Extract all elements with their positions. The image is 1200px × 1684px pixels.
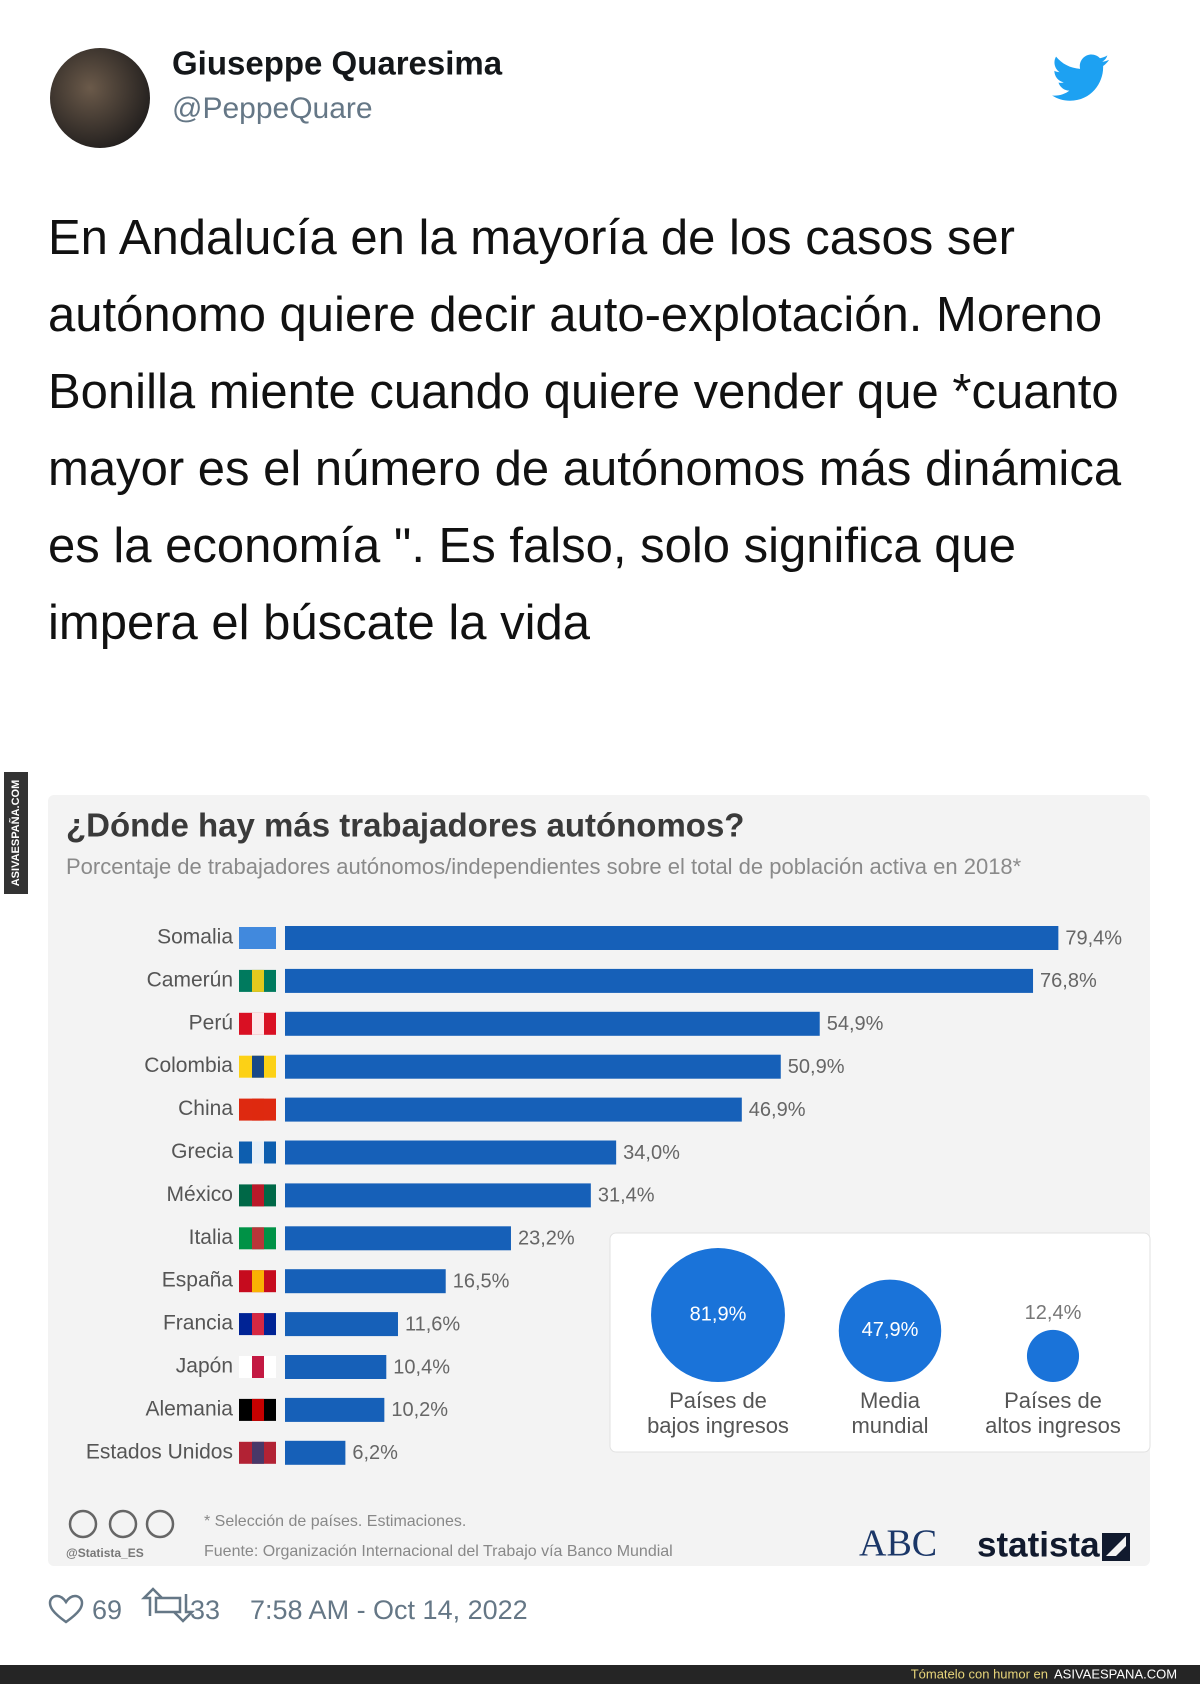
timestamp[interactable]: 7:58 AM - Oct 14, 2022 bbox=[250, 1595, 528, 1625]
chart-title: ¿Dónde hay más trabajadores autónomos? bbox=[66, 807, 744, 844]
avatar[interactable] bbox=[50, 48, 150, 148]
category-label: Estados Unidos bbox=[86, 1440, 233, 1463]
flag-stripe bbox=[252, 1184, 264, 1207]
category-label: China bbox=[178, 1097, 233, 1120]
like-icon[interactable] bbox=[48, 1594, 84, 1624]
value-label: 23,2% bbox=[518, 1228, 575, 1250]
bubble bbox=[1026, 1329, 1080, 1382]
flag-stripe bbox=[252, 1441, 264, 1464]
user-name[interactable]: Giuseppe Quaresima bbox=[172, 45, 503, 82]
value-label: 50,9% bbox=[788, 1056, 845, 1078]
bubble-label: altos ingresos bbox=[985, 1413, 1121, 1438]
bar bbox=[285, 1183, 591, 1208]
bubble-value: 12,4% bbox=[1025, 1302, 1082, 1324]
bar bbox=[285, 1011, 820, 1036]
bar bbox=[285, 1440, 346, 1465]
flag-stripe bbox=[252, 1398, 264, 1421]
flag-stripe bbox=[252, 1098, 264, 1121]
cc-icons bbox=[68, 1509, 175, 1539]
bubble-value: 81,9% bbox=[690, 1303, 747, 1325]
chart-note: * Selección de países. Estimaciones. bbox=[204, 1513, 466, 1530]
category-label: Italia bbox=[189, 1226, 234, 1249]
value-label: 6,2% bbox=[352, 1442, 398, 1464]
bubble-label: Media bbox=[860, 1388, 921, 1413]
bar bbox=[285, 1269, 446, 1294]
value-label: 54,9% bbox=[827, 1013, 884, 1035]
user-handle[interactable]: @PeppeQuare bbox=[172, 92, 373, 125]
flag-stripe bbox=[252, 969, 264, 992]
footer-bar bbox=[0, 1665, 1200, 1684]
flag-stripe bbox=[252, 1012, 264, 1035]
category-label: Somalia bbox=[157, 926, 233, 949]
like-count: 69 bbox=[92, 1595, 122, 1625]
category-label: España bbox=[162, 1269, 234, 1292]
bubble-label: Países de bbox=[1004, 1388, 1102, 1413]
category-label: Alemania bbox=[145, 1397, 233, 1420]
flag-stripe bbox=[252, 1227, 264, 1250]
category-label: Francia bbox=[163, 1312, 233, 1335]
value-label: 76,8% bbox=[1040, 970, 1097, 992]
bar bbox=[285, 1140, 617, 1165]
flag-stripe bbox=[252, 1141, 264, 1164]
bar bbox=[285, 1226, 511, 1251]
category-label: Perú bbox=[189, 1011, 233, 1034]
tweet-text: En Andalucía en la mayoría de los casos … bbox=[48, 211, 1122, 650]
category-label: México bbox=[166, 1183, 233, 1206]
value-label: 34,0% bbox=[623, 1142, 680, 1164]
flag-stripe bbox=[252, 1313, 264, 1336]
bubble-label: bajos ingresos bbox=[647, 1413, 789, 1438]
value-label: 10,4% bbox=[393, 1356, 450, 1378]
category-label: Grecia bbox=[171, 1140, 233, 1163]
flag-stripe bbox=[252, 1270, 264, 1293]
flag-stripe bbox=[252, 1055, 264, 1078]
bar bbox=[285, 1397, 385, 1422]
value-label: 79,4% bbox=[1065, 927, 1122, 949]
bar bbox=[285, 1097, 742, 1122]
logo-statista: statista bbox=[977, 1525, 1100, 1564]
flag-stripe bbox=[252, 927, 264, 949]
chart-source: Fuente: Organización Internacional del T… bbox=[204, 1543, 673, 1560]
retweet-icon[interactable] bbox=[140, 1587, 196, 1623]
bar bbox=[285, 968, 1034, 993]
value-label: 46,9% bbox=[749, 1099, 806, 1121]
retweet-count: 33 bbox=[190, 1595, 220, 1625]
bubble-value: 47,9% bbox=[862, 1319, 919, 1341]
category-label: Japón bbox=[176, 1355, 233, 1378]
bar bbox=[285, 1054, 781, 1079]
category-label: Colombia bbox=[144, 1054, 233, 1077]
bubble bbox=[651, 1248, 785, 1382]
bubble bbox=[838, 1279, 942, 1382]
bubble-label: mundial bbox=[851, 1413, 928, 1438]
chart-subtitle: Porcentaje de trabajadores autónomos/ind… bbox=[66, 854, 1022, 879]
bar bbox=[285, 926, 1059, 950]
statista-icon bbox=[1102, 1533, 1130, 1561]
logo-abc: ABC bbox=[859, 1523, 937, 1565]
chart-credit: @Statista_ES bbox=[66, 1546, 144, 1560]
bubble-label: Países de bbox=[669, 1388, 767, 1413]
category-label: Camerún bbox=[147, 968, 233, 991]
twitter-logo[interactable] bbox=[1052, 54, 1109, 101]
bar bbox=[285, 1312, 398, 1337]
value-label: 31,4% bbox=[598, 1185, 655, 1207]
side-watermark: ASIVAESPAÑA.COM bbox=[9, 780, 22, 887]
value-label: 10,2% bbox=[391, 1399, 448, 1421]
value-label: 11,6% bbox=[405, 1313, 460, 1335]
bar bbox=[285, 1355, 387, 1379]
side-watermark-box bbox=[4, 772, 28, 894]
flag-stripe bbox=[252, 1356, 264, 1378]
value-label: 16,5% bbox=[453, 1270, 510, 1292]
footer-prefix: Tómatelo con humor en bbox=[911, 1666, 1048, 1681]
footer-site[interactable]: ASIVAESPANA.COM bbox=[1054, 1666, 1177, 1681]
